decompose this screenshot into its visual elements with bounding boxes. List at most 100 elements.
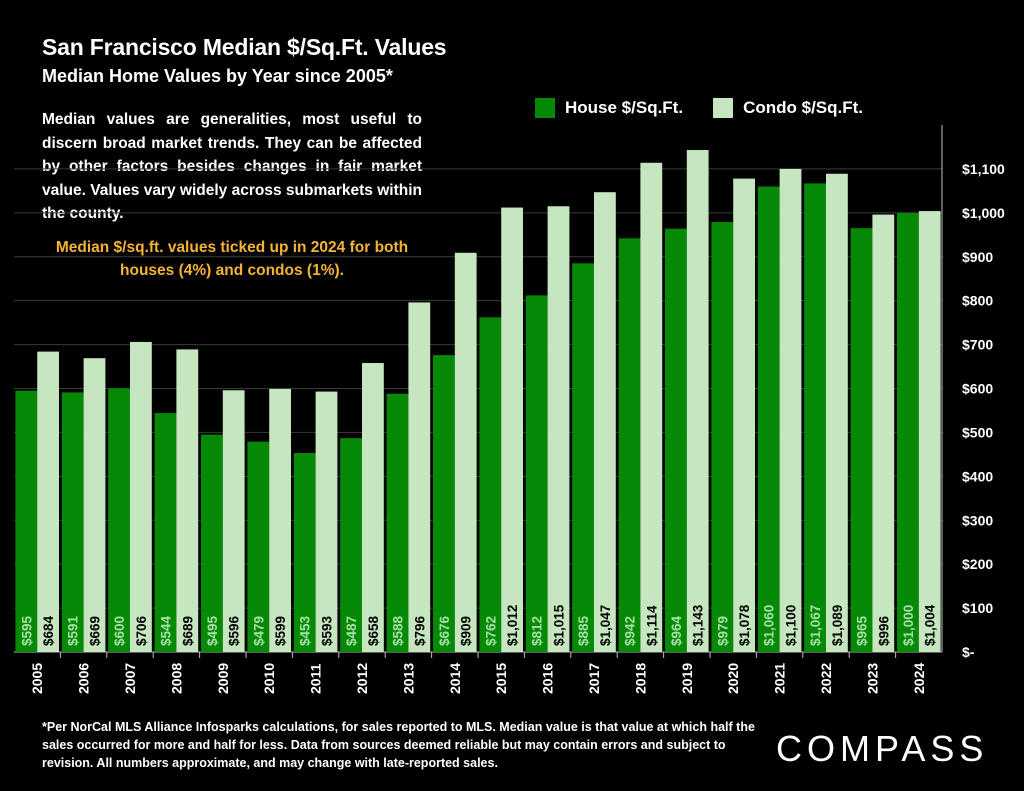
data-label: $1,114 [644,605,659,646]
house-bar [618,238,641,652]
x-tick-label: 2021 [772,663,788,694]
y-tick-label: $800 [962,293,993,309]
house-bar [432,355,455,652]
condo-bar [640,162,663,653]
data-label: $595 [19,615,34,646]
data-label: $1,012 [505,605,520,646]
condo-bar [130,341,152,652]
data-label: $1,047 [598,605,613,646]
house-bar [850,228,873,652]
data-label: $909 [459,616,474,646]
legend-swatch-condo [713,98,734,118]
condo-bar [918,211,941,652]
x-tick-label: 2009 [215,663,231,694]
compass-logo: COMPASS [776,728,989,769]
data-label: $487 [344,616,359,646]
x-tick-label: 2012 [354,663,370,694]
x-tick-label: 2023 [864,663,880,694]
x-tick-label: 2022 [818,663,834,694]
footnote: *Per NorCal MLS Alliance Infosparks calc… [42,720,755,770]
highlight-note: Median $/sq.ft. values ticked up in 2024… [55,239,409,279]
house-bar [664,228,687,653]
data-label: $812 [530,616,545,646]
legend-label-condo: Condo $/Sq.Ft. [743,98,864,117]
data-label: $593 [320,615,335,646]
x-tick-label: 2024 [911,663,927,694]
data-label: $965 [854,615,869,646]
condo-bar [454,252,477,653]
y-tick-label: $500 [962,424,993,440]
data-label: $706 [134,615,149,646]
condo-bar [826,173,848,652]
data-label: $1,000 [901,605,916,646]
x-tick-label: 2006 [76,663,92,694]
condo-bar [37,351,60,652]
y-tick-label: $1,000 [962,205,1005,221]
data-label: $588 [390,615,405,646]
data-label: $762 [483,616,498,646]
data-label: $1,015 [552,604,567,646]
y-tick-label: $200 [962,556,993,572]
condo-bar [501,207,524,652]
data-label: $591 [66,615,81,646]
legend: House $/Sq.Ft. Condo $/Sq.Ft. [535,98,893,118]
condo-bar [779,168,802,652]
house-bar [108,388,130,652]
house-bar [804,183,826,652]
house-bar [525,295,548,652]
condo-bar [408,302,431,652]
data-label: $996 [876,615,891,646]
x-tick-label: 2017 [586,663,602,694]
x-tick-label: 2014 [447,663,463,694]
house-bar [386,393,409,652]
data-label: $658 [366,615,381,646]
condo-bar [362,363,384,652]
data-label: $596 [227,615,242,646]
x-tick-label: 2020 [725,663,741,694]
data-label: $669 [88,616,103,646]
data-label: $599 [273,616,288,646]
y-tick-label: $- [962,644,975,660]
data-label: $453 [298,615,313,646]
legend-swatch-house [535,98,555,118]
y-tick-label: $1,100 [962,161,1005,177]
house-bar [757,186,780,652]
condo-bar [594,192,616,652]
data-label: $1,060 [762,605,777,646]
x-tick-label: 2011 [308,663,324,694]
condo-bar [176,349,199,652]
x-tick-label: 2005 [29,663,45,694]
data-label: $942 [622,616,637,646]
data-label: $600 [112,616,127,646]
house-bar [61,392,84,652]
x-tick-label: 2019 [679,663,695,694]
condo-bar [686,150,709,652]
data-label: $1,067 [808,605,823,646]
house-bar [711,222,734,652]
data-label: $544 [158,615,173,646]
house-bar [293,453,316,652]
house-bar [247,441,270,652]
house-bar [479,317,502,652]
condo-bar [315,391,338,652]
data-label: $1,100 [784,605,799,646]
house-bar [154,413,177,652]
condo-bar [547,206,570,652]
x-tick-label: 2018 [632,663,648,694]
house-bar [896,212,919,653]
y-tick-label: $700 [962,337,993,353]
data-label: $796 [412,615,427,646]
x-tick-label: 2015 [493,663,509,694]
condo-bar [222,390,245,652]
data-label: $1,089 [830,605,845,646]
condo-bar [83,358,106,652]
condo-bar [872,214,895,652]
condo-bar [733,178,756,652]
y-tick-label: $400 [962,468,993,484]
data-label: $1,004 [923,604,938,646]
data-label: $964 [669,615,684,646]
y-tick-label: $600 [962,381,993,397]
legend-item-house: House $/Sq.Ft. [535,98,683,118]
data-label: $479 [251,616,266,646]
